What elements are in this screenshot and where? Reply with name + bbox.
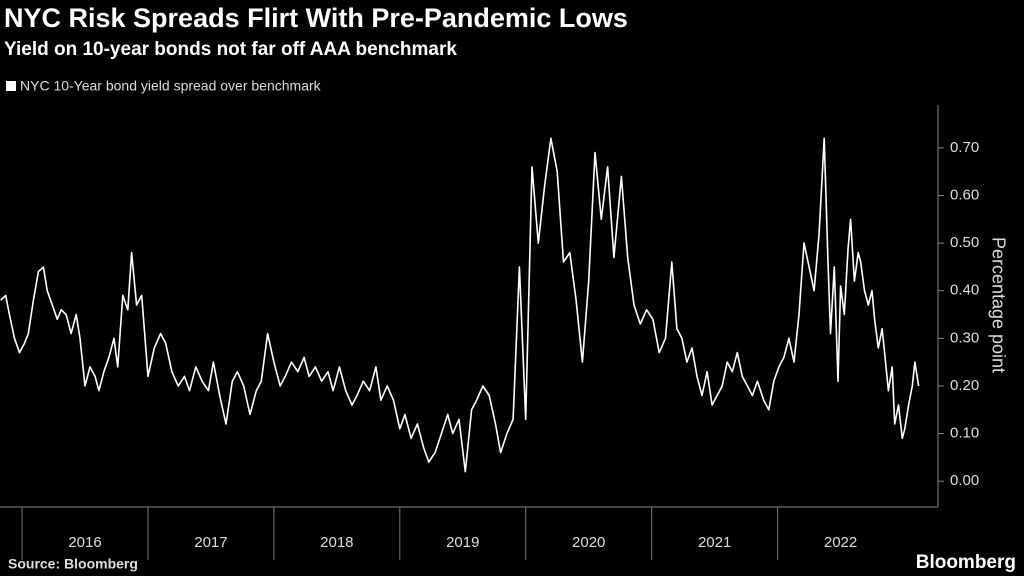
source: Source: Bloomberg <box>8 556 138 572</box>
legend-label: NYC 10-Year bond yield spread over bench… <box>20 78 322 94</box>
chart-subtitle: Yield on 10-year bonds not far off AAA b… <box>4 39 457 60</box>
chart-title: NYC Risk Spreads Flirt With Pre-Pandemic… <box>4 3 628 33</box>
x-tick-label: 2022 <box>824 534 857 551</box>
legend-swatch <box>6 81 16 91</box>
y-tick-label: 0.10 <box>950 425 979 442</box>
series-line <box>0 137 920 473</box>
x-tick-label: 2018 <box>320 534 353 551</box>
x-tick-label: 2021 <box>698 534 731 551</box>
y-tick-label: 0.50 <box>950 234 979 251</box>
logo: Bloomberg <box>916 552 1016 573</box>
x-tick-label: 2016 <box>68 534 101 551</box>
y-tick-label: 0.30 <box>950 329 979 346</box>
y-tick-label: 0.60 <box>950 186 979 203</box>
y-axis-label: Percentage point <box>988 237 1008 373</box>
y-tick-label: 0.00 <box>950 472 979 489</box>
x-tick-label: 2019 <box>446 534 479 551</box>
x-tick-label: 2020 <box>572 534 605 551</box>
y-tick-label: 0.40 <box>950 282 979 299</box>
y-tick-label: 0.20 <box>950 377 979 394</box>
x-tick-label: 2017 <box>194 534 227 551</box>
y-tick-label: 0.70 <box>950 139 979 156</box>
